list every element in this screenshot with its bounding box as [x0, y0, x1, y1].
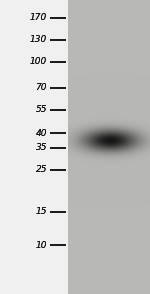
Text: 10: 10 — [36, 240, 47, 250]
Text: 25: 25 — [36, 166, 47, 175]
Text: 25: 25 — [36, 166, 47, 175]
Text: 40: 40 — [36, 128, 47, 138]
Text: 70: 70 — [36, 83, 47, 93]
Text: 55: 55 — [36, 106, 47, 114]
Text: 130: 130 — [30, 36, 47, 44]
Text: 40: 40 — [36, 128, 47, 138]
Bar — [0, 0, 68, 294]
Text: 15: 15 — [36, 208, 47, 216]
Text: 170: 170 — [30, 14, 47, 23]
Text: 170: 170 — [30, 14, 47, 23]
Text: 55: 55 — [36, 106, 47, 114]
Text: 35: 35 — [36, 143, 47, 153]
Text: 70: 70 — [36, 83, 47, 93]
Text: 130: 130 — [30, 36, 47, 44]
Text: 10: 10 — [36, 240, 47, 250]
Text: 35: 35 — [36, 143, 47, 153]
Text: 100: 100 — [30, 58, 47, 66]
Bar — [68, 0, 150, 294]
Text: 15: 15 — [36, 208, 47, 216]
Text: 100: 100 — [30, 58, 47, 66]
